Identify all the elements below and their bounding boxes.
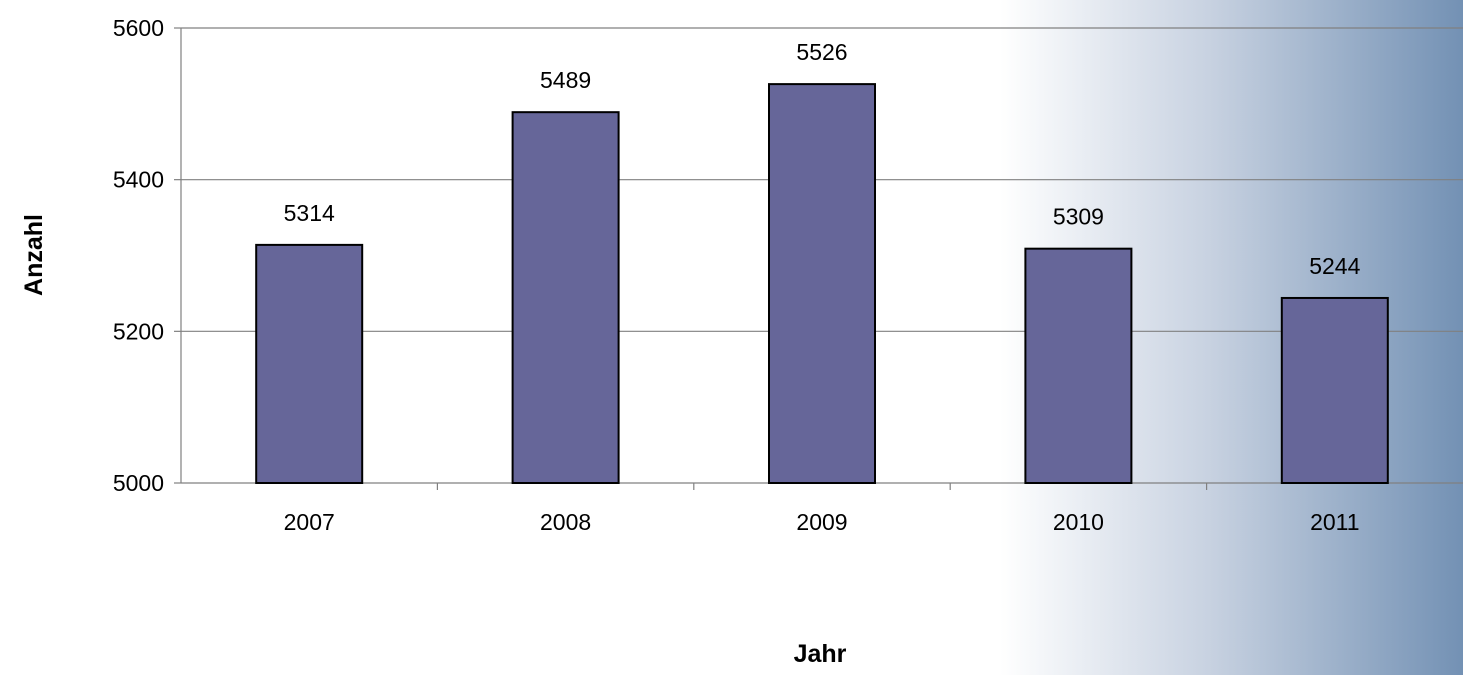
x-axis-title: Jahr <box>794 640 847 668</box>
data-label-2010: 5309 <box>1053 204 1104 230</box>
x-tick-label-2011: 2011 <box>1310 509 1359 535</box>
bars <box>255 83 1389 485</box>
x-tick-label-2007: 2007 <box>284 509 335 535</box>
y-tick-label: 5000 <box>113 470 164 496</box>
data-label-2011: 5244 <box>1309 253 1360 279</box>
bar-2010 <box>1024 247 1133 484</box>
x-tick-label-2009: 2009 <box>796 509 847 535</box>
bar-2007 <box>255 243 364 484</box>
bar-2008 <box>511 111 620 485</box>
y-axis-title: Anzahl <box>20 214 48 296</box>
data-label-2008: 5489 <box>540 67 591 93</box>
bar-2011 <box>1280 296 1389 485</box>
x-tick-label-2008: 2008 <box>540 509 591 535</box>
y-tick-label: 5600 <box>113 15 164 41</box>
data-label-2009: 5526 <box>796 39 847 65</box>
labels: 5000 5200 5400 5600 5314 2007 5489 2008 5526 2009… <box>113 15 1361 535</box>
bar-2009 <box>768 83 876 484</box>
data-label-2007: 5314 <box>284 200 335 226</box>
x-tick-label-2010: 2010 <box>1053 509 1104 535</box>
y-tick-label: 5400 <box>113 167 164 193</box>
y-tick-label: 5200 <box>113 318 164 344</box>
